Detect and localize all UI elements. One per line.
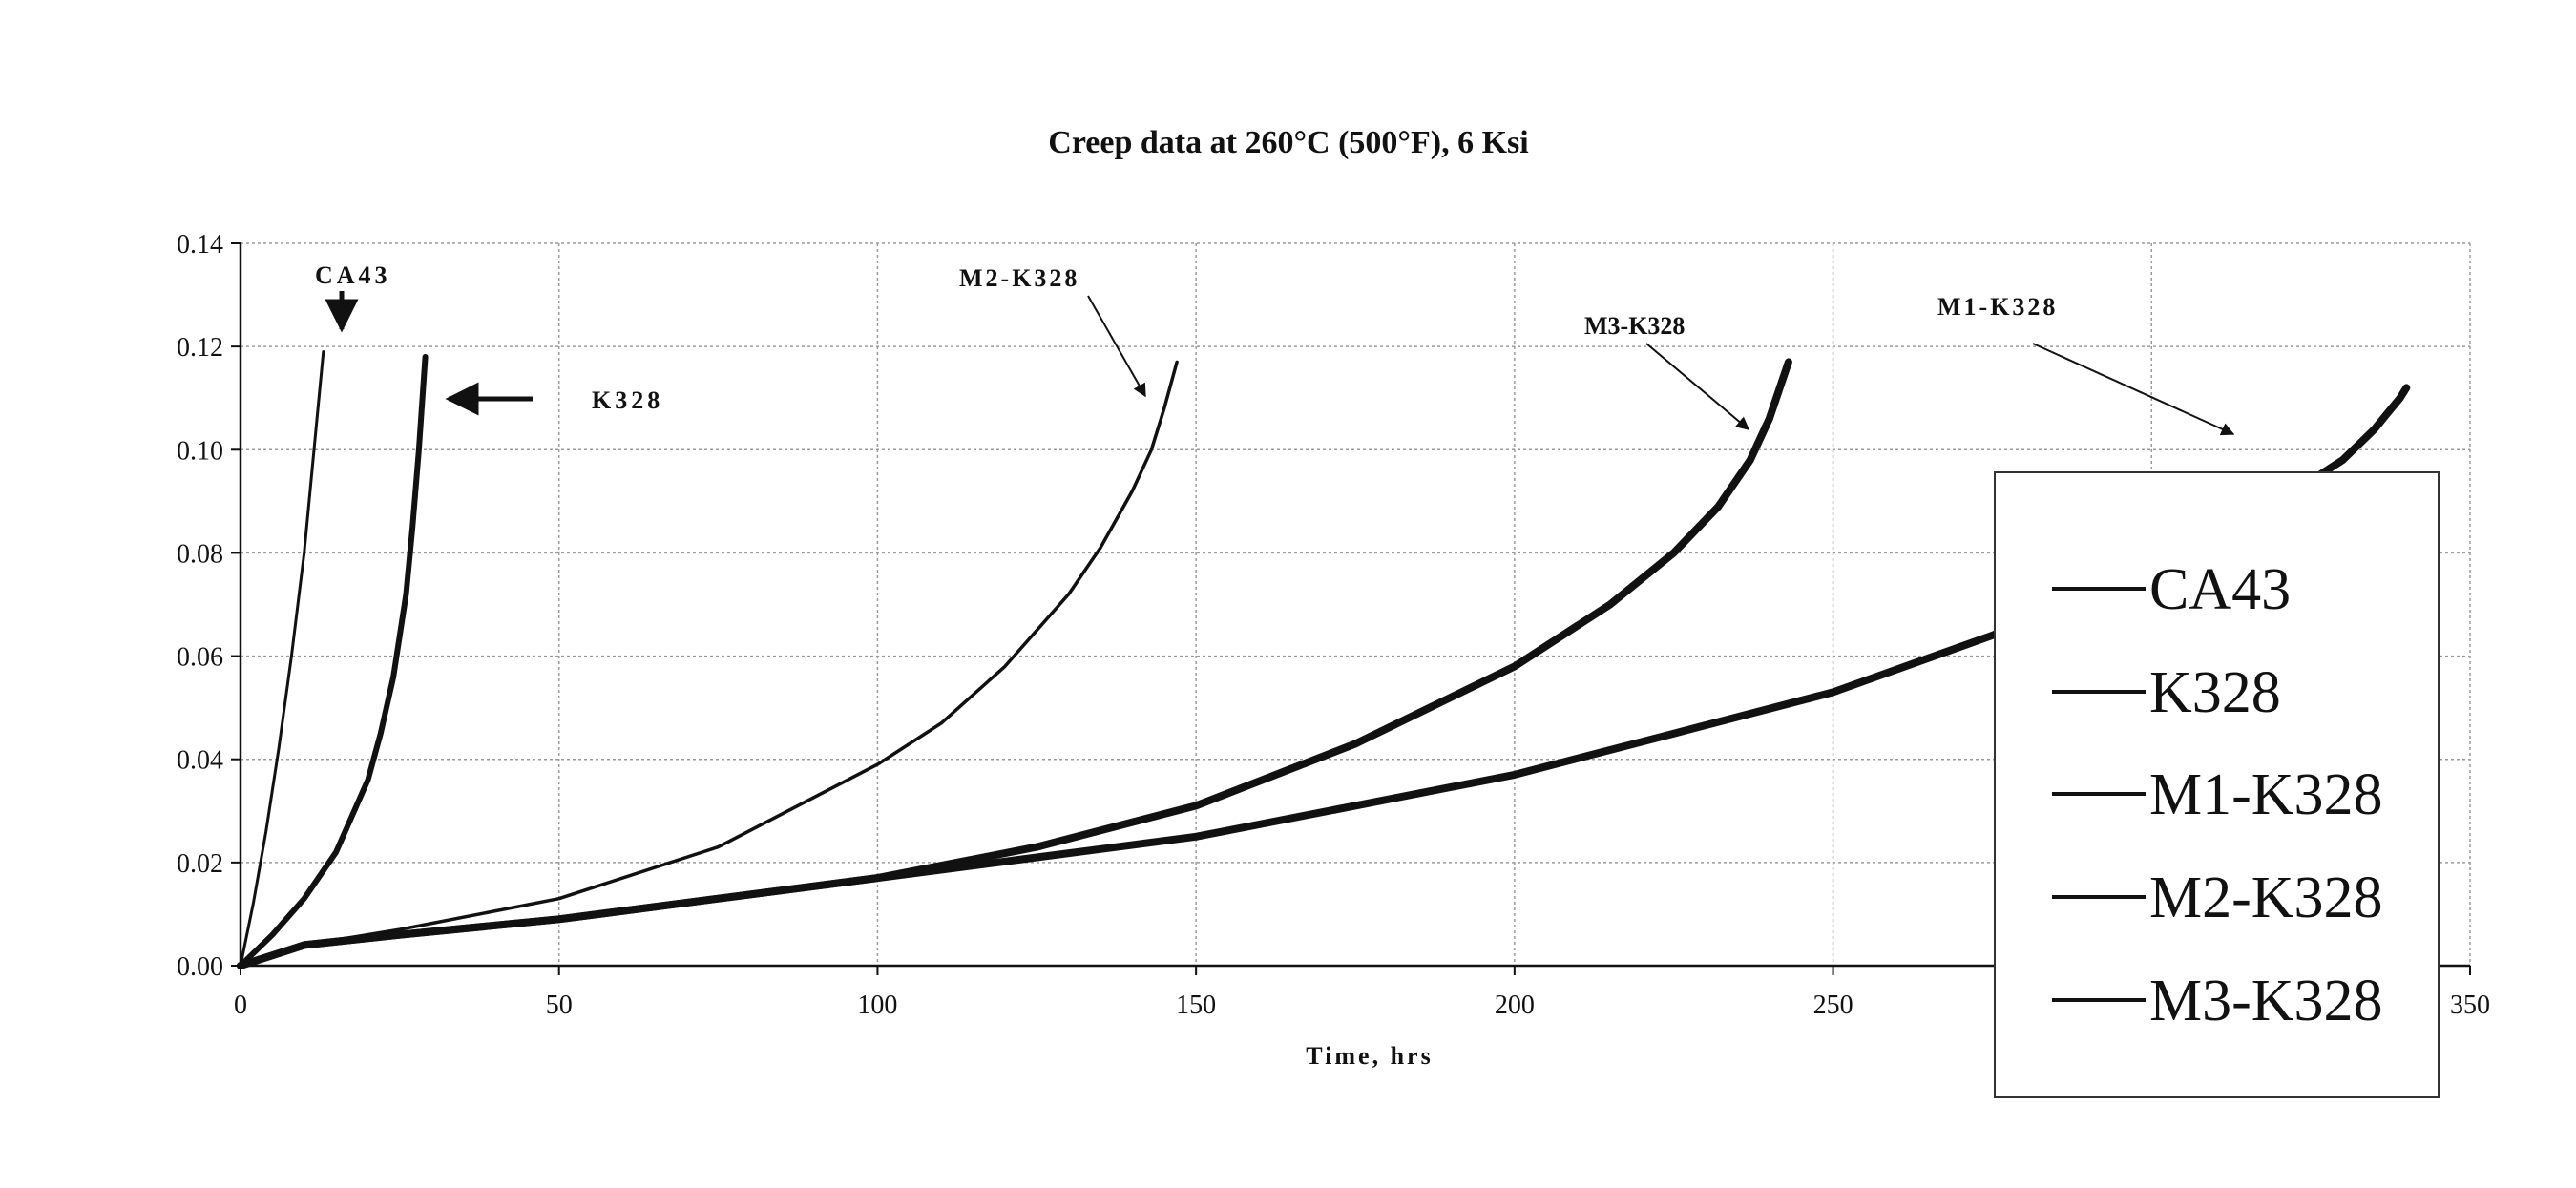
x-tick-label: 350 — [2450, 990, 2490, 1020]
legend-label-ca43: CA43 — [2149, 557, 2291, 622]
x-tick-label: 0 — [234, 990, 247, 1020]
legend-label-m2-k328: M2-K328 — [2149, 865, 2383, 930]
series-line-ca43 — [241, 352, 324, 966]
annotation-label-m3-k328: M3-K328 — [1584, 312, 1685, 340]
creep-chart: Creep data at 260°C (500°F), 6 Ksi 0 50 10… — [0, 0, 2576, 1188]
y-tick-label: 0.14 — [177, 230, 223, 260]
x-tick-label: 50 — [546, 990, 573, 1020]
y-tick-label: 0.12 — [177, 333, 223, 363]
annotation-label-m1-k328: M1-K328 — [1937, 293, 2058, 321]
x-tick-label: 100 — [857, 990, 897, 1020]
x-tick-label: 200 — [1495, 990, 1535, 1020]
annotation-m1-k328: M1-K328 — [1937, 293, 2233, 434]
y-tick-label: 0.10 — [177, 436, 223, 466]
legend-label-m3-k328: M3-K328 — [2149, 969, 2383, 1033]
annotation-arrow-m1-k328 — [2033, 344, 2233, 434]
x-tick-label: 150 — [1176, 990, 1216, 1020]
y-tick-label: 0.06 — [177, 643, 223, 673]
annotation-k328: K328 — [449, 386, 663, 414]
x-axis-title: Time, hrs — [1306, 1042, 1433, 1070]
annotation-ca43: CA43 — [315, 261, 391, 329]
series-line-m2-k328 — [241, 362, 1177, 966]
annotation-label-ca43: CA43 — [315, 261, 391, 289]
legend-label-k328: K328 — [2149, 660, 2281, 725]
x-tick-label: 250 — [1813, 990, 1853, 1020]
annotation-label-k328: K328 — [592, 386, 663, 414]
annotation-m3-k328: M3-K328 — [1584, 312, 1749, 429]
y-tick-label: 0.08 — [177, 539, 223, 569]
y-tick-label: 0.02 — [177, 849, 223, 879]
annotation-arrow-m3-k328 — [1646, 344, 1749, 429]
annotation-label-m2-k328: M2-K328 — [959, 264, 1079, 292]
series-line-m3-k328 — [241, 362, 1789, 966]
y-tick-label: 0.00 — [177, 952, 223, 982]
series-line-k328 — [241, 357, 426, 966]
y-tick-label: 0.04 — [177, 746, 223, 776]
legend: CA43 K328 M1-K328 M2-K328 M3-K328 — [1995, 472, 2439, 1097]
chart-title: Creep data at 260°C (500°F), 6 Ksi — [1048, 125, 1528, 160]
annotation-m2-k328: M2-K328 — [959, 264, 1145, 396]
legend-label-m1-k328: M1-K328 — [2149, 762, 2383, 827]
